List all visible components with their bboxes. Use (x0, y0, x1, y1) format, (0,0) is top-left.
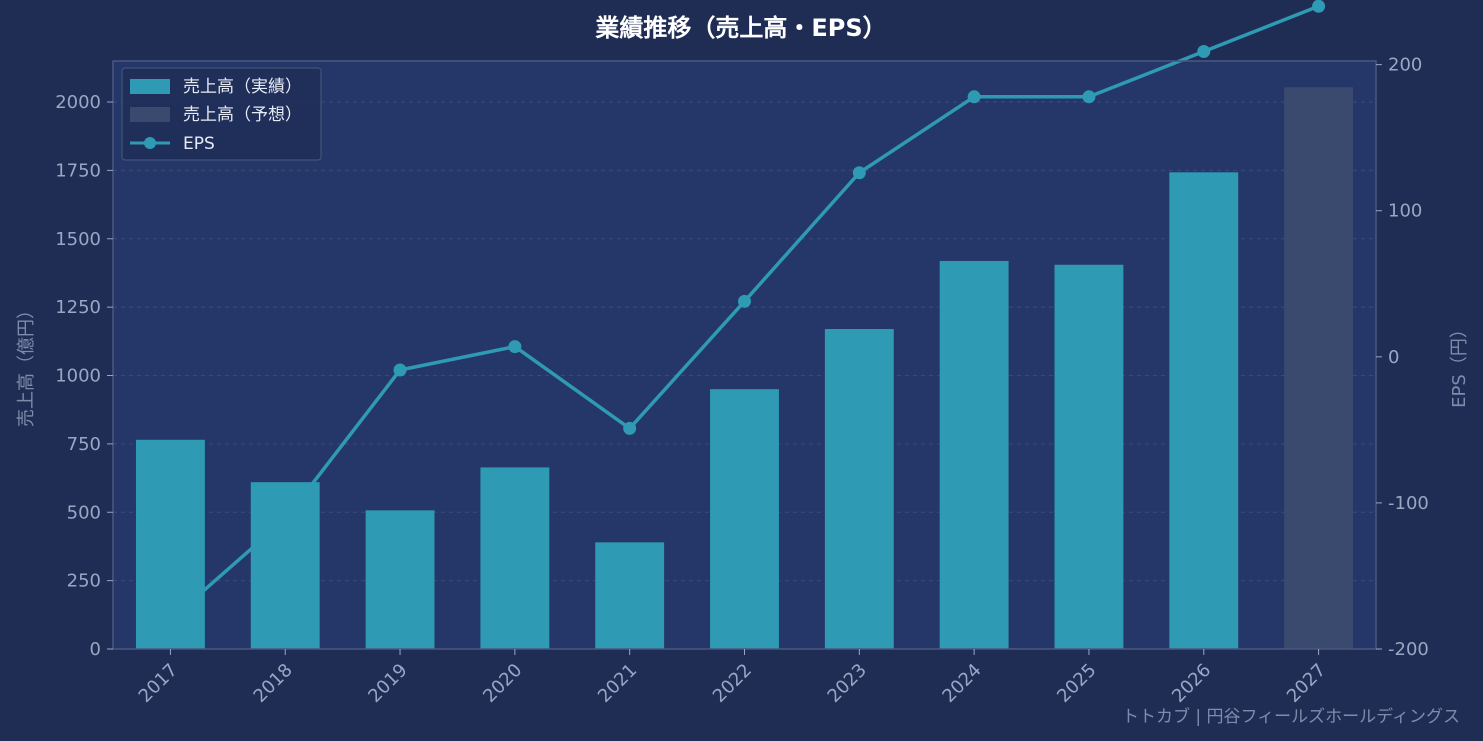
bar-actual (1169, 172, 1239, 650)
y-axis-right: -200 -100 0 100 200 (1376, 55, 1429, 660)
x-tick-label: 2020 (479, 660, 526, 707)
eps-point (278, 512, 292, 526)
y2-tick-label: 0 (1388, 347, 1399, 368)
y-tick-label: 2000 (55, 92, 101, 113)
eps-point (852, 166, 866, 180)
bar-actual (824, 329, 894, 649)
y-tick-label: 250 (67, 571, 101, 592)
bar-actual (1054, 264, 1124, 649)
x-tick-label: 2023 (824, 660, 871, 707)
y-tick-label: 1250 (55, 297, 101, 318)
grid-lines (113, 101, 1376, 582)
x-tick-label: 2026 (1168, 660, 1215, 707)
y-tick-label: 1500 (55, 229, 101, 250)
y-tick-label: 750 (67, 434, 101, 455)
legend-label-forecast: 売上高（予想） (183, 105, 302, 125)
y2-tick-label: -200 (1388, 639, 1429, 660)
y-tick-label: 0 (90, 639, 101, 660)
x-tick-label: 2022 (709, 660, 756, 707)
x-tick-label: 2018 (250, 660, 297, 707)
y2-axis-label: EPS（円） (1449, 320, 1470, 408)
y-tick-label: 1750 (55, 160, 101, 181)
eps-point (623, 421, 637, 435)
bar-actual (939, 260, 1009, 649)
x-tick-label: 2021 (594, 660, 641, 707)
bar-actual (480, 467, 550, 649)
legend-label-eps: EPS (183, 134, 215, 154)
legend-box (121, 67, 322, 161)
y2-tick-label: -100 (1388, 493, 1429, 514)
eps-point (508, 340, 522, 354)
eps-point (738, 294, 751, 308)
eps-point (1082, 90, 1096, 104)
legend-swatch-eps-marker (144, 137, 156, 149)
legend-swatch-actual (130, 79, 170, 94)
x-tick-label: 2024 (938, 660, 985, 707)
eps-point (163, 613, 177, 627)
legend: 売上高（実績） 売上高（予想） EPS (121, 67, 322, 161)
bar-actual (595, 542, 665, 649)
bar-actual (250, 482, 320, 649)
eps-line-group (163, 0, 1326, 627)
bars-group (135, 87, 1354, 650)
x-tick-label: 2025 (1053, 660, 1100, 707)
y-tick-label: 1000 (55, 366, 101, 387)
bar-actual (710, 389, 779, 649)
x-axis: 2017 2018 2019 2020 2021 2022 2023 2024 2025 2026… (135, 649, 1330, 707)
y-tick-label: 500 (67, 502, 101, 523)
watermark: トトカブ | 円谷フィールズホールディングス (1122, 706, 1460, 727)
chart-title: 業績推移（売上高・EPS） (595, 14, 886, 42)
eps-point (393, 363, 407, 377)
y-axis-left: 0 250 500 750 1000 1250 1500 1750 2000 (55, 92, 113, 660)
x-tick-label: 2017 (135, 660, 182, 707)
eps-point (1312, 0, 1326, 13)
eps-point (1197, 45, 1211, 59)
bar-forecast (1284, 87, 1354, 649)
x-tick-label: 2019 (364, 660, 411, 707)
legend-label-actual: 売上高（実績） (183, 77, 302, 97)
eps-point (967, 90, 981, 104)
y2-tick-label: 200 (1388, 55, 1422, 76)
bar-actual (365, 510, 435, 649)
x-tick-label: 2027 (1283, 660, 1330, 707)
y-axis-label: 売上高（億円） (16, 301, 37, 427)
legend-swatch-forecast (130, 107, 170, 122)
y2-tick-label: 100 (1388, 201, 1422, 222)
